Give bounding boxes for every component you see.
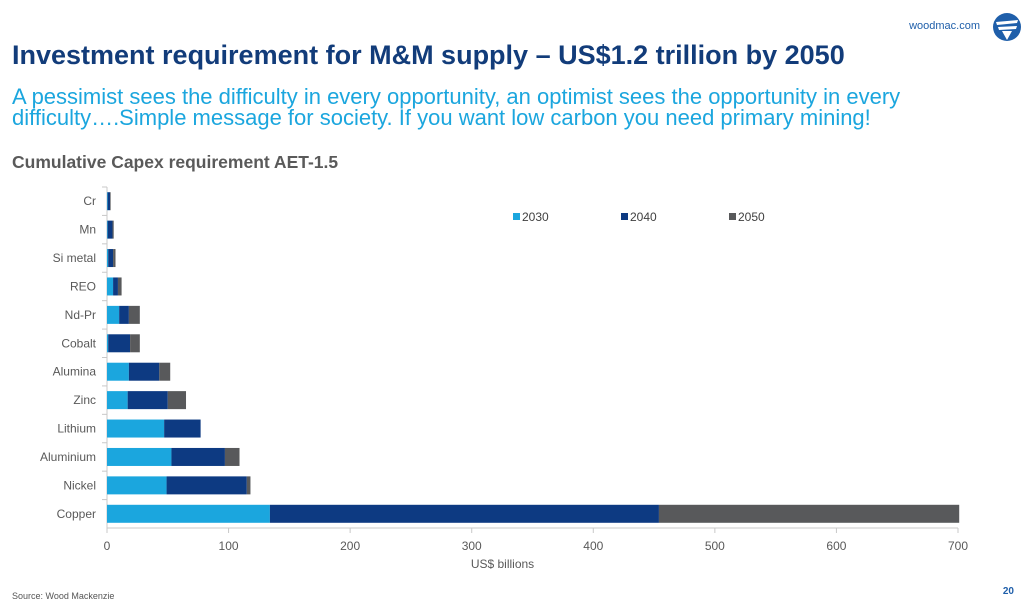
- bar-nickel-2030: [107, 476, 167, 495]
- x-tick-label: 500: [705, 539, 725, 553]
- bar-alumina-2050: [159, 362, 171, 381]
- bar-zinc-2040: [127, 391, 168, 410]
- bar-reo-2030: [107, 277, 114, 296]
- x-tick-label: 300: [462, 539, 482, 553]
- woodmac-link[interactable]: woodmac.com: [909, 20, 980, 32]
- legend-label-2050: 2050: [738, 210, 765, 224]
- page-title: Investment requirement for M&M supply – …: [12, 40, 845, 70]
- bar-mn-2030: [107, 220, 108, 239]
- legend-label-2040: 2040: [630, 210, 657, 224]
- category-label: Nickel: [63, 478, 96, 492]
- bar-nickel-2050: [246, 476, 251, 495]
- bar-reo-2040: [113, 277, 118, 296]
- x-axis-label: US$ billions: [471, 557, 534, 571]
- x-tick-label: 200: [340, 539, 360, 553]
- bar-cr-2040: [107, 192, 111, 211]
- category-label: REO: [70, 279, 96, 293]
- category-label: Mn: [79, 223, 96, 237]
- bar-mn-2050: [112, 220, 114, 239]
- bar-aluminium-2040: [171, 447, 225, 466]
- category-label: Zinc: [73, 393, 96, 407]
- x-tick-label: 600: [826, 539, 846, 553]
- bar-aluminium-2050: [224, 447, 240, 466]
- bar-nickel-2040: [166, 476, 247, 495]
- woodmac-logo-icon: [993, 13, 1021, 41]
- bar-reo-2050: [117, 277, 122, 296]
- bar-si-metal-2030: [107, 249, 109, 268]
- x-tick-label: 0: [104, 539, 111, 553]
- bar-nd-pr-2050: [128, 305, 140, 324]
- category-label: Nd-Pr: [65, 308, 96, 322]
- bar-lithium-2030: [107, 419, 165, 438]
- bar-cr-2050: [110, 192, 111, 211]
- legend-swatch-2040: [621, 213, 628, 220]
- category-label: Copper: [57, 507, 96, 521]
- x-tick-label: 700: [948, 539, 968, 553]
- x-tick-label: 400: [583, 539, 603, 553]
- bar-cobalt-2030: [107, 334, 109, 353]
- category-label: Aluminium: [40, 450, 96, 464]
- page-subtitle: A pessimist sees the difficulty in every…: [12, 84, 901, 130]
- chart-title: Cumulative Capex requirement AET-1.5: [12, 152, 339, 172]
- bar-aluminium-2030: [107, 447, 172, 466]
- bar-alumina-2040: [128, 362, 160, 381]
- legend-label-2030: 2030: [522, 210, 549, 224]
- bar-cobalt-2040: [108, 334, 131, 353]
- bar-nd-pr-2030: [107, 305, 120, 324]
- bar-si-metal-2050: [113, 249, 116, 268]
- bar-lithium-2040: [164, 419, 201, 438]
- legend-swatch-2030: [513, 213, 520, 220]
- category-label: Cobalt: [61, 336, 96, 350]
- x-tick-label: 100: [219, 539, 239, 553]
- page-number: 20: [1002, 586, 1014, 597]
- bar-mn-2040: [107, 220, 113, 239]
- category-label: Alumina: [53, 365, 97, 379]
- category-label: Cr: [83, 194, 96, 208]
- category-label: Lithium: [57, 422, 96, 436]
- bar-zinc-2030: [107, 391, 128, 410]
- bar-cr-2030: [107, 192, 108, 211]
- bar-si-metal-2040: [108, 249, 114, 268]
- bar-copper-2050: [658, 504, 960, 523]
- bar-copper-2030: [107, 504, 270, 523]
- source-note: Source: Wood Mackenzie: [12, 591, 115, 601]
- capex-bar-chart: 0 100 200 300 400 500 600 700 US$ billions Cr Mn Si…: [40, 186, 968, 571]
- bar-nd-pr-2040: [119, 305, 129, 324]
- bar-alumina-2030: [107, 362, 129, 381]
- category-label: Si metal: [53, 251, 96, 265]
- legend-swatch-2050: [729, 213, 736, 220]
- bar-cobalt-2050: [130, 334, 140, 353]
- bar-zinc-2050: [167, 391, 187, 410]
- bar-copper-2040: [269, 504, 659, 523]
